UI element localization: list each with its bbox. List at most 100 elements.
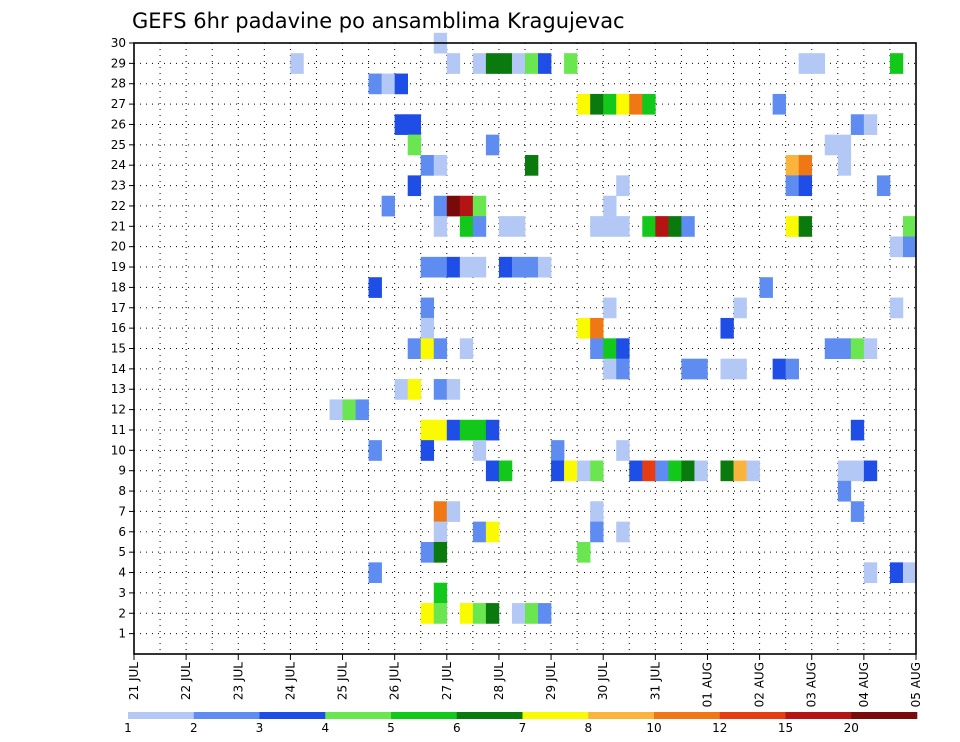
legend-swatch <box>456 712 523 719</box>
precip-cell <box>798 175 813 197</box>
y-tick-label: 24 <box>111 158 126 172</box>
precip-cell <box>472 195 487 217</box>
precip-cell <box>694 358 708 380</box>
precip-cell <box>616 175 630 197</box>
precip-cell <box>472 256 487 278</box>
y-tick-label: 15 <box>111 342 126 356</box>
x-tick-label: 29 JUL <box>544 662 558 700</box>
precip-cell <box>407 379 422 400</box>
legend-label: 6 <box>453 721 461 735</box>
precip-cell <box>446 379 461 400</box>
precip-cell <box>837 460 852 482</box>
precip-cell <box>785 358 799 380</box>
precip-cell <box>420 603 435 624</box>
precip-cell <box>590 317 604 339</box>
precip-cell <box>863 460 878 482</box>
precip-cell <box>342 399 356 421</box>
precip-cell <box>759 277 773 298</box>
precip-cell <box>355 399 369 421</box>
precip-cell <box>850 460 865 482</box>
precip-cell <box>394 114 408 135</box>
precip-cell <box>629 93 643 115</box>
precip-cell <box>889 297 904 319</box>
precip-cell <box>446 501 461 522</box>
precip-cell <box>433 419 448 441</box>
x-tick-label: 03 AUG <box>805 662 819 707</box>
x-tick-label: 25 JUL <box>336 662 350 700</box>
y-tick-label: 22 <box>111 199 126 213</box>
precip-cell <box>433 216 448 237</box>
precip-cell <box>733 460 747 482</box>
precip-cell <box>525 256 539 278</box>
precip-cell <box>290 53 304 74</box>
y-axis: 1234567891011121314151617181920212223242… <box>111 36 134 641</box>
legend-label: 5 <box>387 721 395 735</box>
precip-cell <box>485 603 500 624</box>
precip-cell <box>433 195 448 217</box>
precip-cell <box>616 338 630 359</box>
precip-cell <box>498 460 513 482</box>
chart-title: GEFS 6hr padavine po ansamblima Kragujev… <box>132 9 625 33</box>
precip-cell <box>694 460 708 482</box>
precip-cell <box>407 175 422 197</box>
precip-cell <box>850 338 865 359</box>
precip-cell <box>420 256 435 278</box>
legend: 1 2 3 4 5 6 7 8 10 12 15 20 <box>124 712 918 735</box>
y-tick-label: 26 <box>111 117 126 131</box>
precip-cell <box>577 460 591 482</box>
precip-cell <box>616 216 630 237</box>
y-tick-label: 21 <box>111 219 126 233</box>
precip-cell <box>902 216 917 237</box>
precip-cell <box>603 216 617 237</box>
precip-cell <box>889 53 904 74</box>
y-tick-label: 29 <box>111 56 126 70</box>
precip-cell <box>590 338 604 359</box>
precip-cell <box>433 256 448 278</box>
precip-cell <box>616 358 630 380</box>
precip-cell <box>811 53 826 74</box>
x-tick-label: 21 JUL <box>127 662 141 700</box>
legend-label: 8 <box>584 721 592 735</box>
precip-cell <box>485 521 500 543</box>
precip-cell <box>590 216 604 237</box>
x-tick-label: 28 JUL <box>492 662 506 700</box>
y-tick-label: 14 <box>111 362 126 376</box>
precip-cell <box>394 73 408 95</box>
precip-cell <box>837 155 852 176</box>
precip-cell <box>446 53 461 74</box>
legend-swatch <box>391 712 458 719</box>
precip-cell <box>551 460 565 482</box>
legend-label: 20 <box>844 721 859 735</box>
legend-swatch <box>128 712 195 719</box>
precip-cell <box>538 53 552 74</box>
precip-cell <box>564 460 578 482</box>
precip-cell <box>681 460 695 482</box>
precip-cell <box>616 93 630 115</box>
precip-cell <box>511 216 526 237</box>
precip-cell <box>381 195 395 217</box>
legend-label: 7 <box>519 721 527 735</box>
precip-cell <box>837 480 852 502</box>
legend-label: 4 <box>321 721 329 735</box>
legend-swatch <box>193 712 260 719</box>
precip-cell <box>733 358 747 380</box>
precip-cell <box>472 53 487 74</box>
precip-cell <box>511 53 526 74</box>
x-tick-label: 23 JUL <box>231 662 245 700</box>
precip-cell <box>459 256 474 278</box>
precip-cell <box>863 562 878 584</box>
precip-cell <box>720 358 734 380</box>
precip-cell <box>603 338 617 359</box>
cells-layer <box>290 32 917 624</box>
x-tick-label: 22 JUL <box>179 662 193 700</box>
precip-cell <box>837 338 852 359</box>
precip-cell <box>746 460 760 482</box>
legend-label: 1 <box>124 721 132 735</box>
grid-layer <box>134 42 916 654</box>
legend-swatch <box>259 712 326 719</box>
precip-cell <box>863 338 878 359</box>
precip-cell <box>616 521 630 543</box>
precip-cell <box>668 216 682 237</box>
precip-cell <box>381 73 395 95</box>
precip-cell <box>863 114 878 135</box>
